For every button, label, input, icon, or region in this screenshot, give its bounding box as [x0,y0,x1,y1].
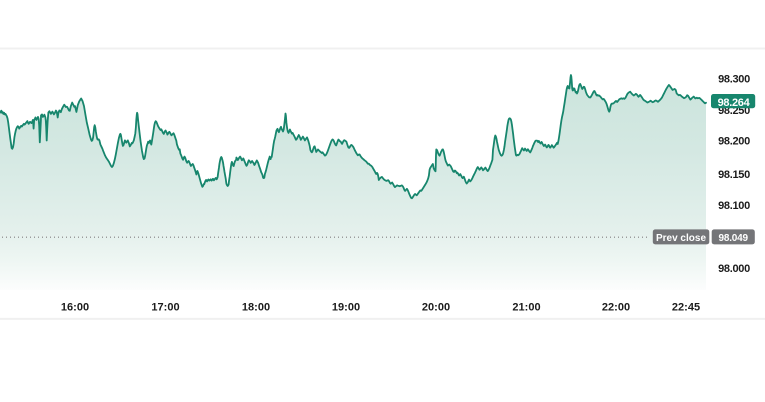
svg-text:19:00: 19:00 [332,302,360,314]
svg-text:98.000: 98.000 [718,263,750,275]
svg-text:16:00: 16:00 [61,302,89,314]
svg-text:20:00: 20:00 [422,302,450,314]
svg-text:22:00: 22:00 [602,302,630,314]
svg-text:98.264: 98.264 [718,97,751,109]
svg-text:98.100: 98.100 [718,200,750,212]
svg-text:98.049: 98.049 [719,233,749,244]
svg-text:98.300: 98.300 [718,74,750,86]
svg-text:Prev close: Prev close [656,233,706,244]
svg-text:98.150: 98.150 [718,169,750,181]
svg-text:18:00: 18:00 [242,302,270,314]
svg-text:21:00: 21:00 [512,302,540,314]
svg-text:22:45: 22:45 [672,302,700,314]
svg-text:98.200: 98.200 [718,136,750,148]
svg-text:17:00: 17:00 [151,302,179,314]
